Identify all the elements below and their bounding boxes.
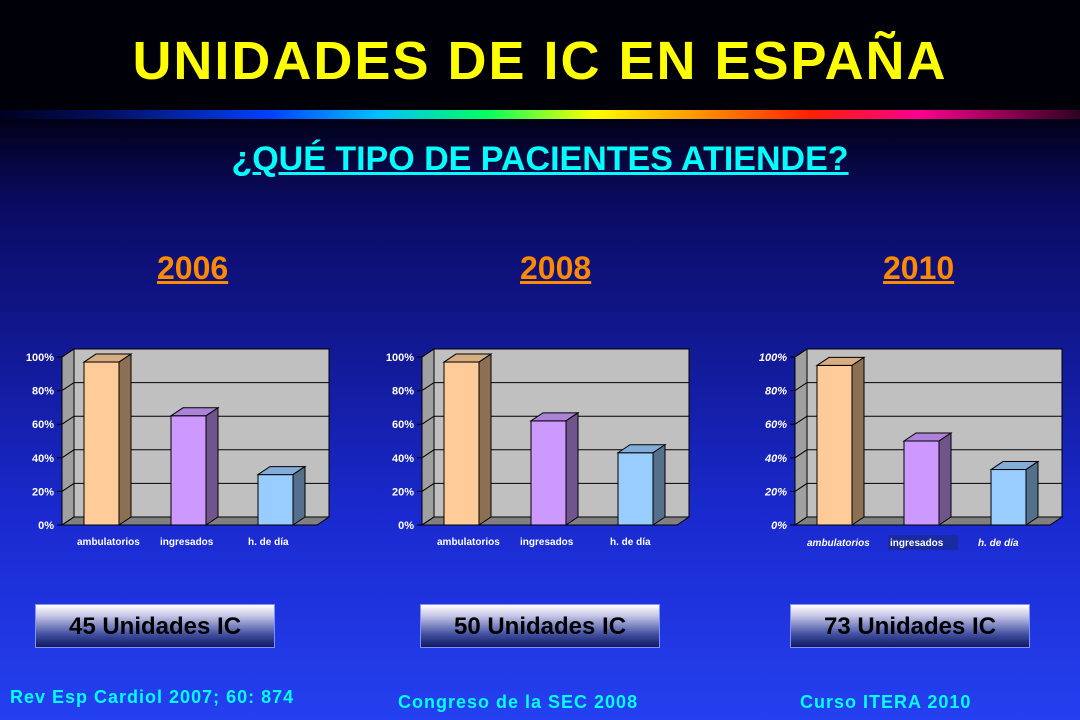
y-tick-label: 100% [26, 352, 54, 364]
bar-ambulatorios [443, 361, 480, 526]
y-tick-label: 0% [398, 520, 414, 532]
gridline [794, 415, 1062, 425]
header-band [0, 0, 1080, 110]
units-count-2006: 45 Unidades IC [35, 604, 275, 648]
bar-side [205, 406, 219, 526]
gridline [794, 382, 1062, 392]
bar-hdeda [257, 474, 294, 526]
y-tick-label: 20% [392, 486, 414, 498]
y-tick-label: 80% [392, 386, 414, 398]
bar-side [851, 356, 865, 526]
bar-side [565, 411, 579, 526]
gridline [61, 348, 329, 358]
category-label: ingresados [520, 537, 574, 548]
category-label: ambulatorios [77, 537, 140, 548]
bar-chart-2008: 0% 20% 40% 60% 80% 100% ambulatorios ingresados… [386, 348, 691, 548]
bar-side [1025, 460, 1039, 526]
subtitle-text: ¿QUÉ TIPO DE PACIENTES ATIENDE? [231, 140, 849, 178]
category-label: ingresados [890, 538, 944, 549]
bar-ingresados [903, 440, 940, 526]
y-tick-label: 20% [764, 486, 787, 498]
y-tick-label: 40% [764, 453, 787, 465]
source-2006: Rev Esp Cardiol 2007; 60: 874 [10, 687, 295, 707]
category-label: h. de día [978, 538, 1019, 549]
gridline [421, 382, 689, 392]
category-label-highlight [888, 535, 958, 550]
year-2006-label: 2006 [157, 250, 229, 286]
year-2010-label: 2010 [883, 250, 955, 286]
source-2008: Congreso de la SEC 2008 [398, 692, 639, 712]
y-tick-label: 20% [32, 486, 54, 498]
gridline [794, 482, 1062, 492]
y-tick-label: 60% [32, 419, 54, 431]
bar-side [938, 432, 952, 526]
gridline [794, 449, 1062, 459]
source-2010: Curso ITERA 2010 [800, 692, 972, 712]
bar-hdeda [617, 452, 654, 526]
bar-side [478, 353, 492, 526]
gridline [794, 516, 1062, 526]
y-tick-label: 80% [32, 386, 54, 398]
chart-side-wall [421, 348, 435, 526]
gridline [421, 516, 689, 526]
bar-ingresados [530, 420, 567, 526]
bar-ingresados [170, 415, 207, 526]
chart-side-wall [794, 348, 808, 526]
bar-side [652, 443, 666, 526]
year-2008-label: 2008 [520, 250, 592, 286]
y-tick-label: 40% [32, 453, 54, 465]
bar-side [118, 353, 132, 526]
gridline [61, 516, 329, 526]
category-label: ingresados [160, 537, 214, 548]
gridline [794, 348, 1062, 358]
units-count-2010: 73 Unidades IC [790, 604, 1030, 648]
gridline [421, 415, 689, 425]
gridline [61, 482, 329, 492]
page-title: UNIDADES DE IC EN ESPAÑA [132, 31, 948, 91]
gridline [61, 415, 329, 425]
page-subtitle: ¿QUÉ TIPO DE PACIENTES ATIENDE? [0, 140, 1080, 179]
bar-chart-2010: 0% 20% 40% 60% 80% 100% ambulatorios ingresados… [759, 348, 1064, 550]
bar-ambulatorios [816, 364, 853, 526]
category-label: h. de día [610, 537, 651, 548]
bar-hdeda [990, 469, 1027, 526]
y-tick-label: 60% [765, 419, 787, 431]
y-tick-label: 60% [392, 419, 414, 431]
gridline [61, 449, 329, 459]
y-tick-label: 100% [759, 352, 787, 364]
bar-chart-2006: 0% 20% 40% 60% 80% 100% ambulatorios ingresados… [26, 348, 331, 548]
chart-side-wall [61, 348, 75, 526]
units-count-2008: 50 Unidades IC [420, 604, 660, 648]
bar-ambulatorios [83, 361, 120, 526]
y-tick-label: 100% [386, 352, 414, 364]
y-tick-label: 40% [392, 453, 414, 465]
bar-side [292, 465, 306, 526]
category-label: ambulatorios [807, 538, 870, 549]
category-label: h. de día [248, 537, 289, 548]
y-tick-label: 0% [771, 520, 787, 532]
gridline [421, 348, 689, 358]
gridline [421, 482, 689, 492]
y-tick-label: 0% [38, 520, 54, 532]
gridline [421, 449, 689, 459]
gridline [61, 382, 329, 392]
y-tick-label: 80% [765, 386, 787, 398]
rainbow-divider [0, 110, 1080, 119]
category-label: ambulatorios [437, 537, 500, 548]
